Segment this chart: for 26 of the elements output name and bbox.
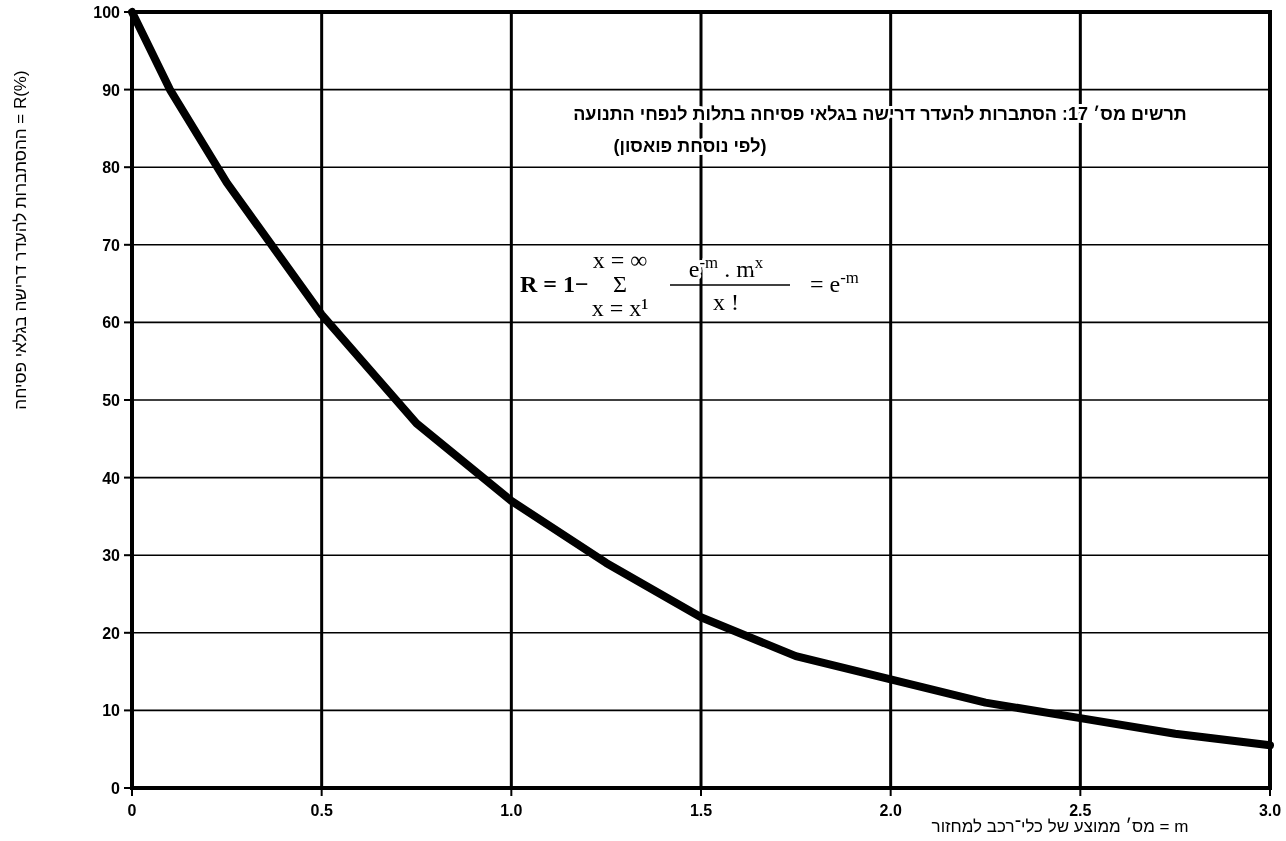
x-tick-label: 0 bbox=[127, 802, 137, 819]
x-tick-label: 3.0 bbox=[1258, 802, 1282, 819]
annotation: Σ bbox=[613, 271, 627, 297]
x-axis-title: m = מס׳ ממוצע של כלי־רכב למחזור bbox=[931, 817, 1189, 836]
x-tick-label: 0.5 bbox=[310, 802, 333, 819]
annotation: R = 1− bbox=[520, 271, 589, 297]
y-tick-label: 60 bbox=[102, 314, 121, 332]
y-tick-label: 30 bbox=[102, 547, 121, 565]
x-tick-label: 1.5 bbox=[689, 802, 713, 819]
x-tick-label: 2.5 bbox=[1069, 802, 1092, 819]
annotation: x = ∞ bbox=[592, 247, 648, 273]
y-tick-label: 40 bbox=[102, 469, 121, 487]
y-tick-label: 80 bbox=[102, 159, 121, 177]
y-tick-label: 90 bbox=[102, 81, 121, 99]
x-tick-label: 2.0 bbox=[879, 802, 902, 819]
annotation: = e$^{-m}$ bbox=[810, 267, 859, 297]
y-tick-label: 50 bbox=[102, 392, 121, 409]
y-axis-title: R(%) = ההסתברות להעדר דרישה בגלאי פסיחה bbox=[11, 70, 30, 410]
annotation: x = x¹ bbox=[591, 295, 649, 321]
x-tick-label: 1.0 bbox=[500, 802, 523, 819]
y-tick-label: 100 bbox=[93, 4, 121, 21]
y-tick-label: 20 bbox=[102, 624, 121, 642]
y-tick-label: 10 bbox=[102, 702, 121, 720]
y-tick-label: 70 bbox=[102, 236, 121, 254]
annotation: x ! bbox=[713, 289, 739, 315]
y-tick-label: 0 bbox=[111, 780, 121, 797]
